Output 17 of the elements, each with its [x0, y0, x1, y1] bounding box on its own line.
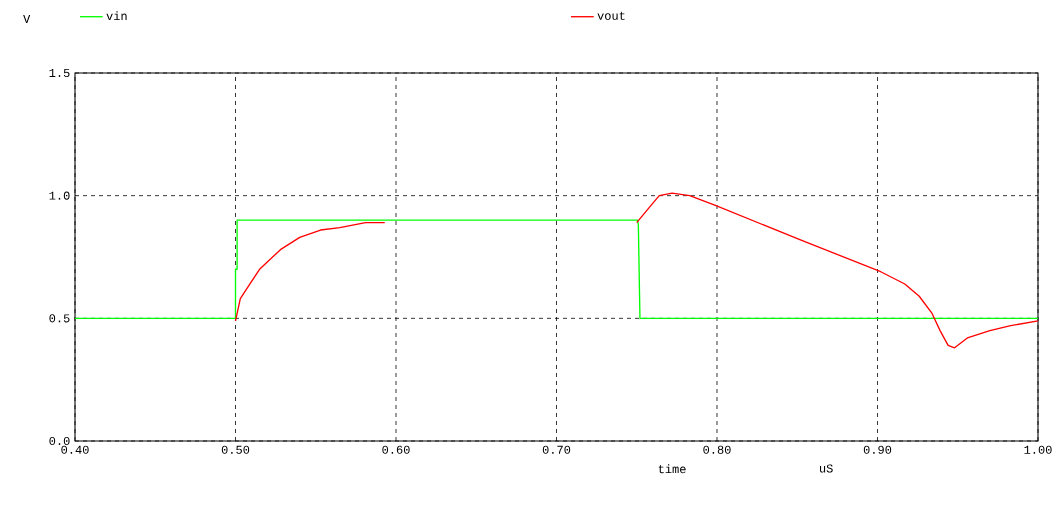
x-tick-label: 0.90 — [863, 445, 892, 454]
legend-label: vin — [106, 11, 127, 21]
x-tick-label: 0.80 — [703, 445, 731, 454]
y-tick-label: 0.0 — [49, 436, 70, 446]
x-axis-title: time — [658, 464, 686, 474]
line-series — [74, 219, 1039, 320]
y-tick-label: 1.0 — [49, 191, 70, 200]
text: uS — [820, 464, 833, 473]
y-tick-label: 1.5 — [49, 68, 70, 78]
x-tick-label: 0.70 — [542, 445, 571, 454]
x-tick-label: 1.00 — [1024, 445, 1052, 454]
x-tick-label: 0.40 — [61, 445, 89, 454]
y-tick-label: 0.5 — [49, 314, 70, 323]
legend-label: vout — [597, 11, 625, 20]
y-axis-title: V — [23, 15, 31, 23]
x-tick-label: 0.50 — [221, 445, 250, 454]
x-tick-label: 0.60 — [382, 445, 410, 454]
